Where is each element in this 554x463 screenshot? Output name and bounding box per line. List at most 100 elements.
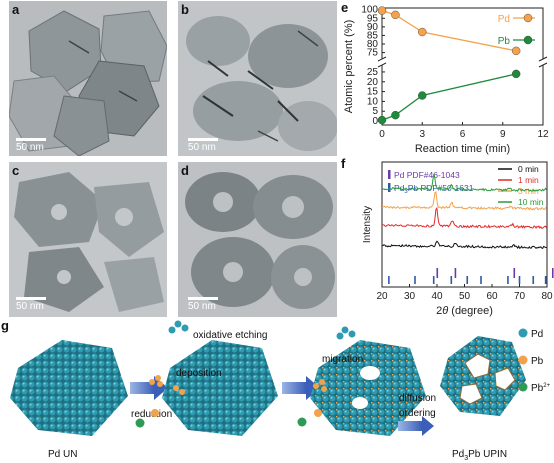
chart-e-legend-pd-label: Pd (498, 14, 510, 25)
pd-un-hexagon (10, 340, 128, 436)
chart-e-ytick-label: 20 (367, 77, 379, 88)
chart-e-point-pb (511, 69, 521, 79)
chart-e-point-pd (511, 46, 521, 56)
panel-label-a: a (12, 2, 20, 17)
arrow-2 (282, 382, 306, 394)
chart-e-xtick-label: 9 (500, 129, 506, 140)
chart-e-legend-pb-marker (523, 35, 533, 45)
chart-f-ref-legend-pd3pb-swatch (388, 183, 391, 192)
panel-label-c: c (12, 163, 20, 178)
tem-panel-a (9, 1, 167, 156)
scale-text-a: 50 nm (16, 142, 44, 153)
chart-e-point-pb (418, 91, 427, 100)
panel-label-d: d (181, 163, 189, 178)
chart-e-ylabel: Atomic percent (%) (343, 20, 355, 114)
chart-e-break-gap-right (539, 59, 547, 65)
schematic-g: Pd UN oxidative etching deposition reduc… (10, 320, 551, 462)
legend-pb2-dot (518, 382, 528, 392)
chart-e-xtick-label: 6 (460, 129, 466, 140)
chart-e-ytick-label: 15 (367, 87, 379, 98)
scale-bar-d (188, 297, 218, 300)
chart-f-series-0 (381, 240, 547, 250)
chart-e-ytick-label: 5 (372, 106, 378, 117)
chart-f-xtick-label: 30 (404, 291, 416, 302)
tem-panel-d (178, 162, 337, 317)
chart-e-xtick-label: 0 (379, 129, 385, 140)
legend-pb-label: Pb (531, 356, 544, 367)
chart-e-break-mark-left-2 (377, 62, 387, 68)
chart-e-legend-pb-label: Pb (498, 36, 511, 47)
chart-f-xtick-label: 20 (376, 291, 388, 302)
label-ordering: ordering (399, 408, 436, 419)
chart-f-ref-legend-pd-swatch (388, 170, 391, 179)
upin-hole-1 (464, 353, 491, 379)
chart-e-break-mark-right-1 (538, 56, 548, 62)
etched-atoms-1 (168, 320, 189, 334)
scale-bar-a (16, 138, 46, 141)
arrow-1 (130, 382, 154, 394)
scale-text-d: 50 nm (188, 301, 216, 312)
chart-e-series-line-pb (381, 73, 517, 121)
chart-f-legend-label-2: 3 min (518, 186, 539, 196)
label-oxidative-etching: oxidative etching (193, 330, 268, 341)
scale-bar-c (16, 297, 46, 300)
chart-e-point-pb (377, 115, 387, 125)
chart-f-xlabel-suffix: (degree) (448, 305, 493, 317)
panel-label-f: f (341, 156, 346, 171)
migration-hexagon (310, 340, 426, 436)
chart-e-ytick-label: 90 (367, 22, 379, 33)
panel-label-e: e (341, 0, 349, 15)
chart-e-ytick-label: 10 (367, 96, 379, 107)
chart-f-ref-legend-pd-label: Pd PDF#46-1043 (394, 170, 460, 180)
deposition-hexagon (162, 340, 278, 436)
panel-label-b: b (181, 2, 189, 17)
panel-label-g: g (1, 318, 9, 333)
chart-e-ytick-label: 0 (372, 116, 378, 127)
label-pd-un: Pd UN (48, 449, 77, 460)
chart-e-ytick-label: 85 (367, 30, 379, 41)
tem-image-b (178, 1, 337, 156)
arrow-3 (398, 421, 422, 431)
label-diffusion: diffusion (399, 393, 436, 404)
chart-f-xtick-label: 50 (459, 291, 471, 302)
upin-hole-2 (494, 367, 516, 391)
chart-e-point-pd (391, 10, 400, 20)
arrow-3-head (422, 416, 434, 436)
schematic-legend: Pd Pb Pb2+ (518, 328, 551, 394)
chart-e-ytick-label: 25 (367, 67, 379, 78)
chart-f-xtick-label: 70 (514, 291, 526, 302)
scale-text-c: 50 nm (16, 301, 44, 312)
tem-image-d (178, 162, 337, 317)
chart-f-series-1 (382, 206, 548, 229)
chart-e-xtick-label: 3 (419, 129, 425, 140)
chart-f-series-2 (381, 191, 547, 211)
chart-e-ytick-label: 95 (367, 13, 379, 24)
legend-pb2-label: Pb2+ (531, 383, 551, 394)
scale-text-b: 50 nm (188, 142, 216, 153)
chart-e-series-line-pd (381, 9, 517, 52)
chart-f-xtick-label: 60 (486, 291, 498, 302)
chart-f-ylabel: Intensity (362, 206, 373, 243)
label-migration: migration (322, 354, 363, 365)
tem-image-c (9, 162, 167, 317)
upin-hole-3 (459, 383, 483, 405)
tem-panel-c (9, 162, 167, 317)
chart-f-xlabel-prefix: 2 (436, 305, 442, 317)
pb-atoms-1 (135, 375, 185, 428)
label-product: Pd3Pb UPIN (452, 449, 507, 462)
chart-f-xlabel: 2θ (degree) (436, 305, 493, 317)
legend-pd-label: Pd (531, 329, 543, 340)
chart-e-xtick-label: 12 (537, 129, 549, 140)
tem-panel-b (178, 1, 337, 156)
chart-f-legend-label-0: 0 min (518, 164, 539, 174)
chart-f-ref-legend-pd3pb-sub: 3 (404, 189, 408, 195)
legend-pb-dot (518, 355, 528, 365)
chart-e-break-gap-left (378, 59, 386, 65)
etched-atoms-2 (336, 326, 356, 340)
label-deposition: deposition (176, 368, 222, 379)
chart-e-legend-pd-marker (523, 13, 533, 23)
chart-f: 20 30 40 50 60 70 80 2θ (degree) Intensity Pd PDF… (362, 161, 554, 317)
chart-f-xtick-label: 40 (431, 291, 443, 302)
chart-e-break-mark-right-2 (538, 62, 548, 68)
